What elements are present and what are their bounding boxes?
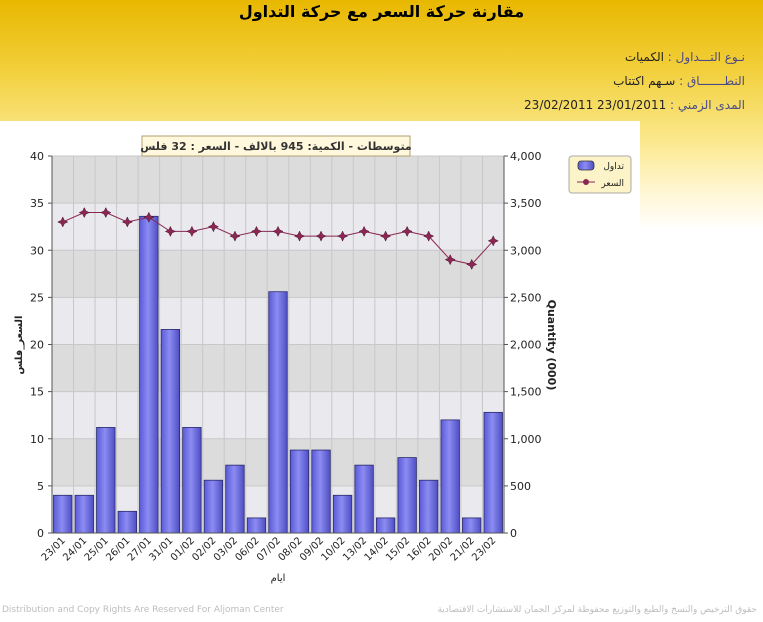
info-trade-type-value: الكميات — [624, 50, 664, 64]
price-point — [207, 221, 220, 233]
price-point — [358, 225, 370, 237]
price-point — [57, 216, 69, 228]
info-date-range: المدى الزمني : 23/01/2011 23/02/2011 — [524, 98, 745, 112]
right-tick-label: 2,000 — [510, 339, 542, 352]
bar — [332, 494, 353, 534]
bar — [289, 449, 310, 534]
price-point — [229, 230, 241, 242]
bar — [117, 510, 137, 534]
left-tick-label: 35 — [30, 197, 44, 210]
price-volume-chart: 0 5 10 15 20 25 30 35 40 0 500 1,000 1,500 2,000 2,500… — [14, 135, 632, 584]
price-point — [487, 235, 499, 247]
price-point — [423, 230, 435, 242]
left-tick-label: 25 — [30, 291, 44, 304]
price-line-series — [57, 206, 499, 270]
right-tick-label: 4,000 — [510, 150, 542, 163]
bar — [225, 464, 245, 534]
legend-swatch-bar — [577, 160, 595, 171]
bar-series — [53, 215, 503, 534]
legend-swatch-marker — [583, 179, 589, 185]
left-tick-label: 5 — [37, 480, 44, 493]
price-point — [401, 225, 413, 237]
price-point — [186, 225, 198, 237]
averages-annotation: متوسطات - الكمية: 945 بالالف - السعر : 3… — [140, 135, 412, 157]
info-scope-value: سـهم اكتتاب — [613, 74, 676, 88]
bar — [203, 479, 224, 534]
price-point — [272, 225, 284, 237]
bar — [483, 411, 503, 534]
x-tick-label: 23/02 — [470, 535, 498, 563]
bar — [354, 464, 374, 534]
bar — [419, 479, 439, 534]
plot-band — [52, 250, 504, 298]
info-trade-type-label: نـوع التـــداول : — [667, 50, 745, 64]
right-tick-label: 2,500 — [510, 291, 542, 304]
bar — [440, 419, 460, 534]
price-point — [100, 206, 112, 219]
price-point — [444, 254, 456, 266]
bar — [182, 427, 202, 534]
bar — [96, 427, 116, 534]
right-axis-title: Quantity (000) — [545, 300, 558, 391]
bar — [311, 449, 331, 534]
right-tick-label: 1,000 — [510, 433, 542, 446]
x-axis-title: ايام — [271, 573, 286, 584]
right-tick-label: 3,500 — [510, 197, 542, 210]
price-point — [164, 225, 176, 237]
right-tick-label: 3,000 — [510, 244, 542, 257]
left-tick-label: 40 — [30, 150, 44, 163]
left-tick-label: 20 — [30, 339, 44, 352]
bar — [74, 494, 94, 534]
bar — [246, 517, 267, 534]
bar — [139, 215, 159, 534]
plot-band — [52, 156, 504, 204]
right-tick-label: 0 — [510, 527, 517, 540]
info-scope-label: النطـــــــاق : — [679, 74, 745, 88]
right-tick-label: 500 — [510, 480, 531, 493]
left-axis-title: السعر_فلس — [14, 316, 25, 375]
bar — [375, 517, 396, 534]
left-tick-label: 10 — [30, 433, 44, 446]
info-scope: النطـــــــاق : سـهم اكتتاب — [613, 74, 745, 88]
footer-copyright-en: Distribution and Copy Rights Are Reserve… — [2, 605, 284, 615]
bar — [53, 494, 73, 534]
footer-copyright-ar: حقوق الترخيص والنسخ والطبع والتوزيع محفو… — [437, 605, 757, 615]
legend-label-line: السعر — [600, 179, 624, 189]
price-point — [380, 230, 392, 242]
price-point — [315, 230, 327, 242]
bar — [462, 517, 482, 534]
legend-label-bar: تداول — [603, 162, 624, 172]
page-title: مقارنة حركة السعر مع حركة التداول — [238, 2, 525, 21]
price-point — [336, 230, 349, 242]
right-tick-label: 1,500 — [510, 386, 542, 399]
price-point — [78, 206, 90, 219]
annotation-text: متوسطات - الكمية: 945 بالالف - السعر : 3… — [140, 140, 412, 153]
info-date-range-label: المدى الزمني : — [670, 98, 745, 112]
left-tick-label: 30 — [30, 244, 44, 257]
info-date-range-value: 23/01/2011 23/02/2011 — [524, 98, 667, 112]
bar — [397, 457, 417, 534]
left-tick-label: 15 — [30, 386, 44, 399]
bar — [268, 291, 288, 534]
info-trade-type: نـوع التـــداول : الكميات — [625, 50, 745, 64]
left-tick-label: 0 — [37, 527, 44, 540]
price-point — [121, 216, 133, 228]
price-point — [466, 258, 478, 270]
price-point — [293, 230, 306, 242]
bar — [160, 329, 181, 534]
chart-legend: تداول السعر — [568, 155, 632, 194]
price-point — [250, 225, 263, 237]
price-point — [143, 211, 155, 223]
annotation-box — [141, 135, 411, 157]
